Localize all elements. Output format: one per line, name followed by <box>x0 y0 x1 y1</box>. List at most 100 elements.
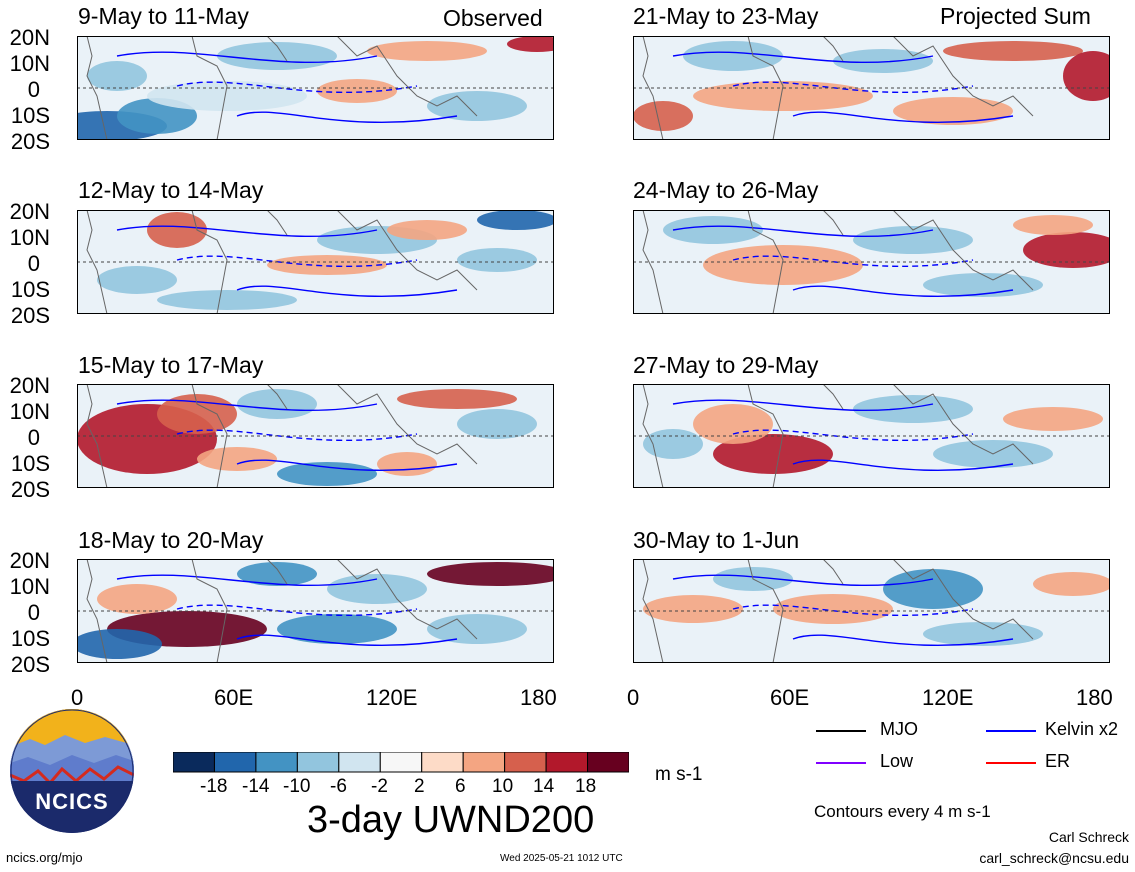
author-name: Carl Schreck <box>1048 829 1129 845</box>
map-frame <box>633 210 1110 314</box>
colorbar-box <box>296 752 340 773</box>
wind-anomaly-shading <box>643 595 743 623</box>
contour-note: Contours every 4 m s-1 <box>814 802 991 821</box>
wind-anomaly-shading <box>943 41 1083 61</box>
wind-anomaly-shading <box>237 562 317 586</box>
map-panel-left-4 <box>77 559 554 663</box>
author-email[interactable]: carl_schreck@ncsu.edu <box>979 850 1129 866</box>
map-frame <box>77 559 554 663</box>
panel-title-left-2: 12-May to 14-May <box>78 177 264 203</box>
wind-anomaly-shading <box>893 97 1013 125</box>
coastline <box>642 36 1034 140</box>
observed-label: Observed <box>443 5 543 31</box>
colorbar-box <box>504 752 547 773</box>
wind-anomaly-shading <box>377 452 437 476</box>
lon-label: 0 <box>627 685 640 710</box>
colorbar-box <box>379 752 423 773</box>
colorbar-tick: 6 <box>455 776 466 797</box>
kelvin-contour <box>672 399 934 412</box>
kelvin-contour <box>732 604 974 617</box>
map-frame <box>633 384 1110 488</box>
wind-anomaly-shading <box>1003 407 1103 431</box>
wind-anomaly-shading <box>327 574 427 604</box>
wind-anomaly-shading <box>397 389 517 409</box>
colorbar-tick: 14 <box>533 776 555 797</box>
colorbar-box <box>545 752 589 773</box>
lon-label: 0 <box>71 685 84 710</box>
kelvin-contour <box>792 285 1014 298</box>
coastline <box>642 384 1034 488</box>
lon-label: 60E <box>770 685 810 710</box>
wind-anomaly-shading <box>97 266 177 294</box>
map-frame <box>77 210 554 314</box>
wind-anomaly-shading <box>457 248 537 272</box>
map-panel-right-4 <box>633 559 1110 663</box>
kelvin-contour <box>732 429 974 442</box>
wind-anomaly-shading <box>683 41 783 71</box>
kelvin-contour <box>672 225 934 238</box>
wind-anomaly-shading <box>237 389 317 419</box>
wind-anomaly-shading <box>477 210 554 230</box>
wind-anomaly-shading <box>277 462 377 486</box>
legend-swatch-kelvin <box>986 730 1036 732</box>
wind-anomaly-shading <box>317 79 397 103</box>
lon-label: 60E <box>214 685 254 710</box>
map-panel-left-2 <box>77 210 554 314</box>
legend-swatch-er <box>986 762 1036 764</box>
kelvin-contour <box>792 111 1014 124</box>
lat-label: 20S <box>10 477 50 502</box>
wind-anomaly-shading <box>713 434 833 474</box>
colorbar-box <box>255 752 298 773</box>
lat-label: 10S <box>10 277 50 302</box>
wind-anomaly-shading <box>367 41 487 61</box>
wind-anomaly-shading <box>633 101 693 131</box>
ncics-logo: NCICS <box>10 709 134 833</box>
wind-anomaly-shading <box>663 216 763 244</box>
wind-anomaly-shading <box>387 220 467 240</box>
wind-anomaly-shading <box>643 429 703 459</box>
kelvin-contour <box>176 81 418 94</box>
kelvin-contour <box>732 255 974 268</box>
colorbar-boxes <box>173 752 629 773</box>
colorbar-box <box>338 752 381 773</box>
lat-label: 0 <box>27 77 40 102</box>
map-frame <box>633 36 1110 140</box>
map-frame <box>77 36 554 140</box>
colorbar-tick: -10 <box>283 776 311 797</box>
kelvin-contour <box>672 51 934 64</box>
timestamp: Wed 2025-05-21 1012 UTC <box>500 853 623 864</box>
website-url[interactable]: ncics.org/mjo <box>6 850 83 865</box>
coastline <box>86 210 478 314</box>
wind-anomaly-shading <box>693 404 773 444</box>
colorbar-tick: 2 <box>414 776 425 797</box>
wind-anomaly-shading <box>1033 572 1110 596</box>
map-frame <box>633 559 1110 663</box>
colorbar-box <box>173 752 215 773</box>
wind-anomaly-shading <box>1023 232 1110 268</box>
map-frame <box>77 384 554 488</box>
legend-swatch-low <box>816 762 866 764</box>
colorbar-tick: -18 <box>200 776 228 797</box>
colorbar-tick: 10 <box>492 776 514 797</box>
wind-anomaly-shading <box>923 622 1043 646</box>
wind-anomaly-shading <box>87 61 147 91</box>
lat-label: 0 <box>27 251 40 276</box>
colorbar-tick: -6 <box>330 776 347 797</box>
wind-anomaly-shading <box>77 629 162 659</box>
lat-label: 20N <box>9 199 50 224</box>
kelvin-contour <box>236 634 458 647</box>
coastline <box>86 559 478 663</box>
lat-label: 20N <box>9 25 50 50</box>
map-panel-right-1 <box>633 36 1110 140</box>
wind-anomaly-shading <box>267 255 387 275</box>
lon-label: 180 <box>1076 685 1113 710</box>
kelvin-contour <box>236 459 458 472</box>
lat-label: 20S <box>10 303 50 328</box>
wind-anomaly-shading <box>427 562 554 586</box>
coastline <box>86 384 478 488</box>
lat-label: 20N <box>9 373 50 398</box>
kelvin-contour <box>236 111 458 124</box>
colorbar-box <box>462 752 506 773</box>
lat-label: 10S <box>10 451 50 476</box>
map-panel-right-3 <box>633 384 1110 488</box>
